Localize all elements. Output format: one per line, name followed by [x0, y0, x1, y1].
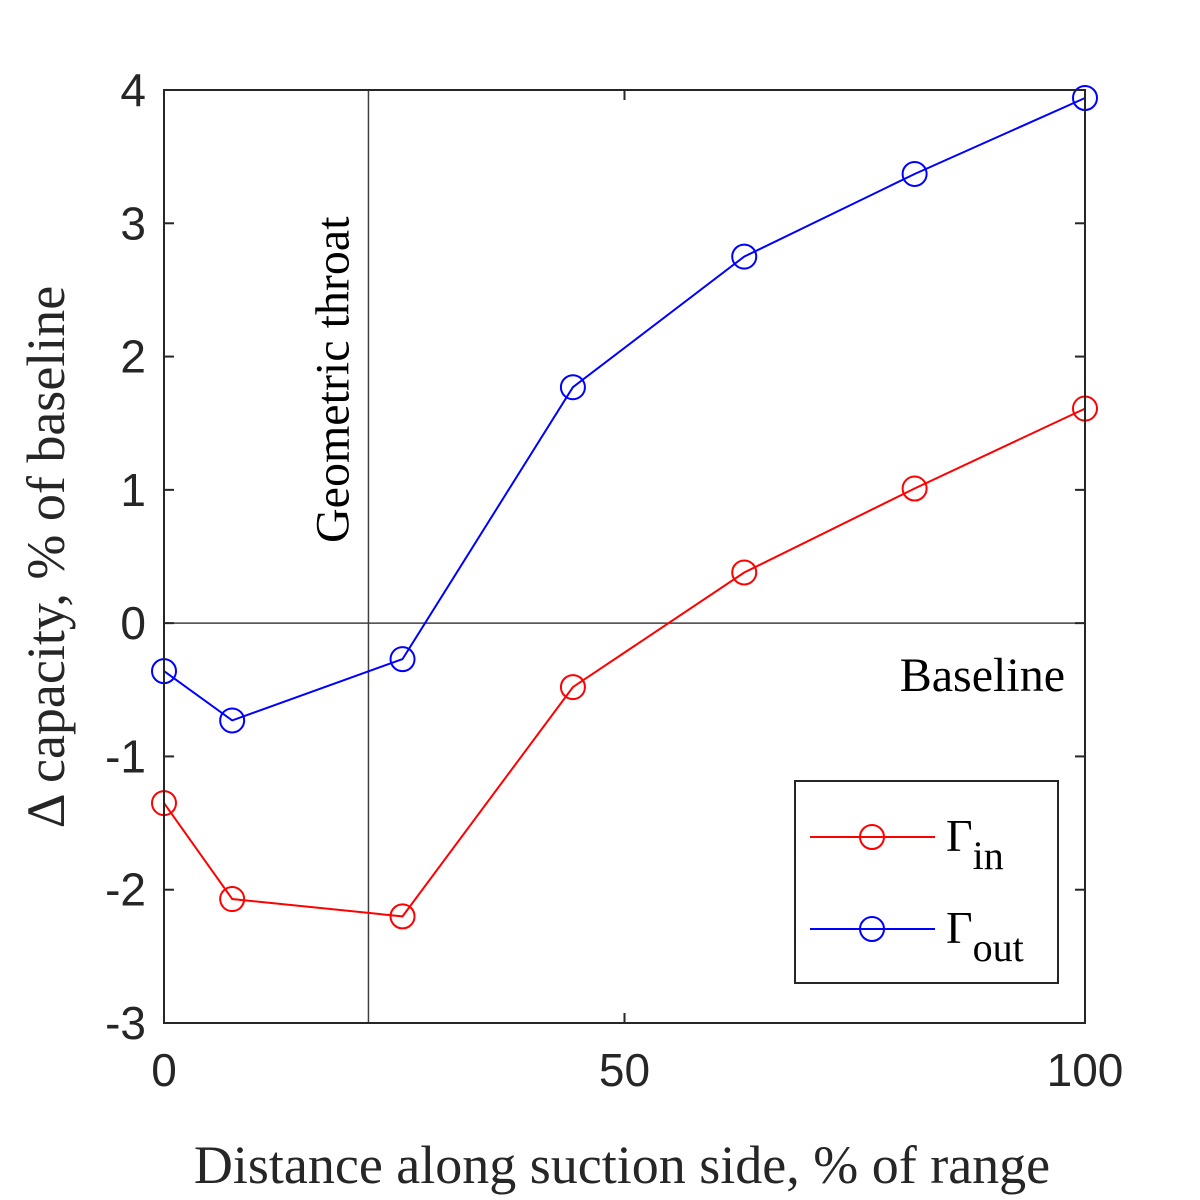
x-tick-label: 50 [599, 1044, 650, 1096]
data-point-in [559, 674, 586, 701]
x-axis-title: Distance along suction side, % of range [194, 1135, 1050, 1195]
legend-label-in: Γin [946, 810, 1004, 878]
series-layer [151, 84, 1098, 930]
legend-label-main: Γ [946, 810, 973, 861]
y-tick-label: 0 [120, 597, 146, 649]
data-point-out [731, 243, 758, 270]
legend-box [794, 780, 1059, 984]
y-tick-label: -1 [105, 730, 146, 782]
y-axis-title: Δ capacity, % of baseline [16, 286, 76, 829]
legend-label-main: Γ [946, 902, 973, 953]
tick-labels: 0 50 100 -3 -2 -1 0 1 2 3 4 [105, 64, 1123, 1096]
y-tick-label: 2 [120, 331, 146, 383]
data-point-in [901, 475, 928, 502]
annotation-geometric-throat: Geometric throat [306, 216, 359, 543]
reference-lines [164, 90, 1085, 1023]
data-point-in [731, 559, 758, 586]
x-tick-label: 100 [1047, 1044, 1124, 1096]
data-point-out [559, 374, 586, 401]
series-line-in [163, 407, 1086, 918]
legend-label-subscript: out [973, 925, 1024, 970]
y-tick-label: 1 [120, 464, 146, 516]
legend-label-out: Γout [946, 902, 1024, 970]
y-tick-label: 4 [120, 64, 146, 116]
y-tick-label: -2 [105, 864, 146, 916]
y-tick-label: 3 [120, 197, 146, 249]
series-line-out [163, 97, 1086, 722]
legend-marker-out [859, 916, 885, 942]
legend-marker-in [859, 824, 885, 850]
annotation-baseline: Baseline [900, 649, 1065, 702]
axes [163, 89, 1086, 1024]
x-tick-label: 0 [151, 1044, 177, 1096]
y-tick-label: -3 [105, 997, 146, 1049]
data-point-out [389, 646, 416, 673]
legend-label-subscript: in [973, 833, 1004, 878]
data-point-out [219, 707, 246, 734]
data-point-in [219, 886, 246, 913]
data-point-out [901, 160, 928, 187]
data-point-in [389, 903, 416, 930]
